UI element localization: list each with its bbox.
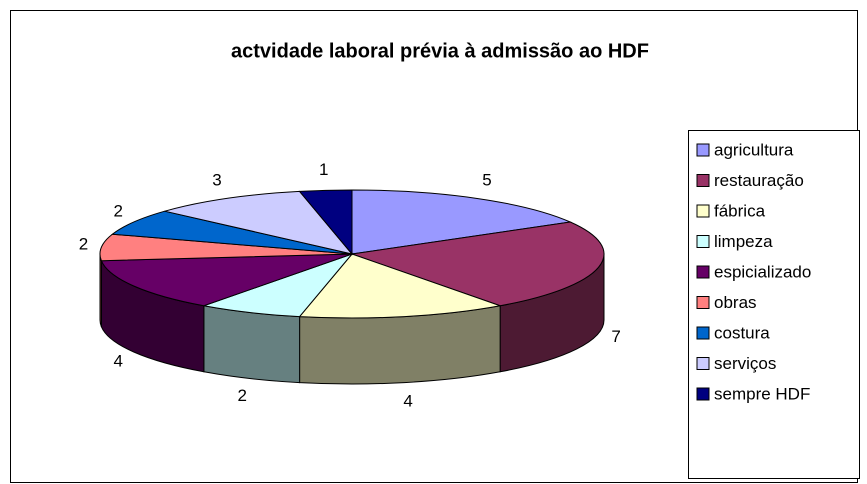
legend-label: sempre HDF	[714, 384, 810, 403]
data-label: 4	[113, 351, 122, 370]
legend-swatch	[696, 326, 710, 340]
data-label: 2	[79, 235, 88, 254]
legend-swatch	[696, 235, 710, 248]
data-label: 5	[482, 171, 491, 190]
pie-slice	[164, 190, 354, 255]
legend-swatch	[696, 387, 710, 401]
data-label: 2	[113, 201, 122, 220]
legend-swatch	[696, 296, 710, 309]
pie-slice	[298, 189, 353, 256]
pie-slice	[351, 221, 605, 307]
pie-tops	[99, 189, 605, 319]
data-label: 3	[212, 171, 221, 190]
legend-label: restauração	[714, 171, 804, 190]
legend-box	[688, 130, 860, 479]
legend-label: obras	[714, 293, 757, 312]
chart-title: actvidade laboral prévia à admissão ao H…	[231, 40, 649, 62]
pie-slice	[100, 253, 353, 307]
data-label: 7	[611, 327, 620, 346]
pie-slice	[351, 189, 573, 255]
legend-swatch	[696, 143, 710, 157]
data-label: 1	[319, 160, 328, 179]
legend-label: costura	[714, 323, 770, 342]
data-label: 4	[403, 392, 412, 411]
pie-side	[99, 253, 102, 327]
data-label: 2	[237, 386, 246, 405]
legend-label: fábrica	[714, 201, 766, 220]
legend-label: espicializado	[714, 262, 811, 281]
pie-side	[203, 305, 301, 384]
legend-label: serviços	[714, 354, 776, 373]
legend-swatch	[696, 265, 710, 279]
legend-label: agricultura	[714, 140, 794, 159]
pie-slice	[298, 253, 503, 319]
legend-swatch	[696, 204, 710, 218]
legend-swatch	[696, 174, 710, 187]
legend-label: limpeza	[714, 232, 773, 251]
legend-swatch	[696, 357, 710, 370]
pie-sides	[99, 253, 605, 385]
